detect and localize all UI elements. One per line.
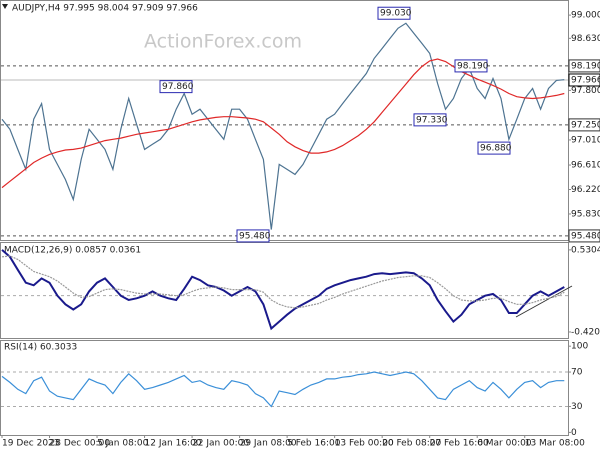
macd-title: MACD(12,26,9) 0.0857 0.0361 [4,246,141,256]
x-tick-label: 20 Feb 08:00 [382,439,441,449]
y-tick-label: 0.5304 [571,245,600,255]
annotation-label: 99.030 [380,9,412,19]
level-box [568,118,600,132]
x-tick-label: 5 Feb 16:00 [287,439,341,449]
rsi-title: RSI(14) 60.3033 [4,343,77,353]
menu-icon [2,4,8,9]
macd-panel [0,242,569,339]
y-tick-label: 96.610 [571,161,600,171]
level-label: 98.190 [571,61,600,71]
annotation-label: 95.480 [239,231,271,241]
y-tick-label: 98.630 [571,34,600,44]
level-label: 95.480 [571,231,600,241]
rsi-panel [0,340,569,436]
level-label: 97.250 [571,120,600,130]
annotation-label: 98.190 [457,61,489,71]
annotation-box [454,59,488,73]
watermark: ActionForex.com [144,31,302,53]
x-tick-label: 29 Jan 08:00 [240,439,297,449]
chart-title: AUDJPY,H4 97.995 98.004 97.909 97.966 [12,4,198,14]
x-tick-label: 13 Mar 08:00 [525,439,585,449]
annotation-box [159,80,193,94]
annotation-box [477,141,511,155]
x-tick-label: 19 Dec 2023 [2,439,60,449]
current-label: 97.966 [571,75,600,85]
y-tick-label: 95.830 [571,209,600,219]
x-tick-label: 6 Mar 00:00 [477,439,532,449]
y-tick-label: 97.010 [571,135,600,145]
series-line [1,58,565,189]
y-tick-label: 97.800 [571,86,600,96]
level-box [568,229,600,243]
annotation-label: 97.860 [162,82,194,92]
series-line [1,255,565,309]
x-tick-label: 28 Dec 00:00 [50,439,111,449]
annotation-label: 96.880 [480,144,512,154]
y-tick-label: 99.000 [571,11,600,21]
annotation-label: 97.330 [416,115,448,125]
x-tick-label: 13 Feb 00:00 [335,439,394,449]
x-tick-label: 22 Jan 00:00 [192,439,249,449]
level-box [568,59,600,73]
x-tick-label: 27 Feb 16:00 [430,439,489,449]
y-tick-label: -0.4202 [571,327,600,337]
series-line [1,249,565,331]
annotation-box [236,229,270,243]
x-tick-label: 5 Jan 08:00 [97,439,149,449]
series-line [1,22,565,230]
annotation-box [377,6,411,20]
x-tick-label: 12 Jan 16:00 [145,439,202,449]
y-tick-label: 70 [571,368,583,378]
series-line [1,371,565,408]
current-box [568,73,600,87]
y-tick-label: 30 [571,402,583,412]
trend-line [515,285,573,318]
y-tick-label: 0 [571,428,577,438]
y-tick-label: 100 [571,342,588,352]
y-tick-label: 96.220 [571,185,600,195]
annotation-box [413,113,447,127]
